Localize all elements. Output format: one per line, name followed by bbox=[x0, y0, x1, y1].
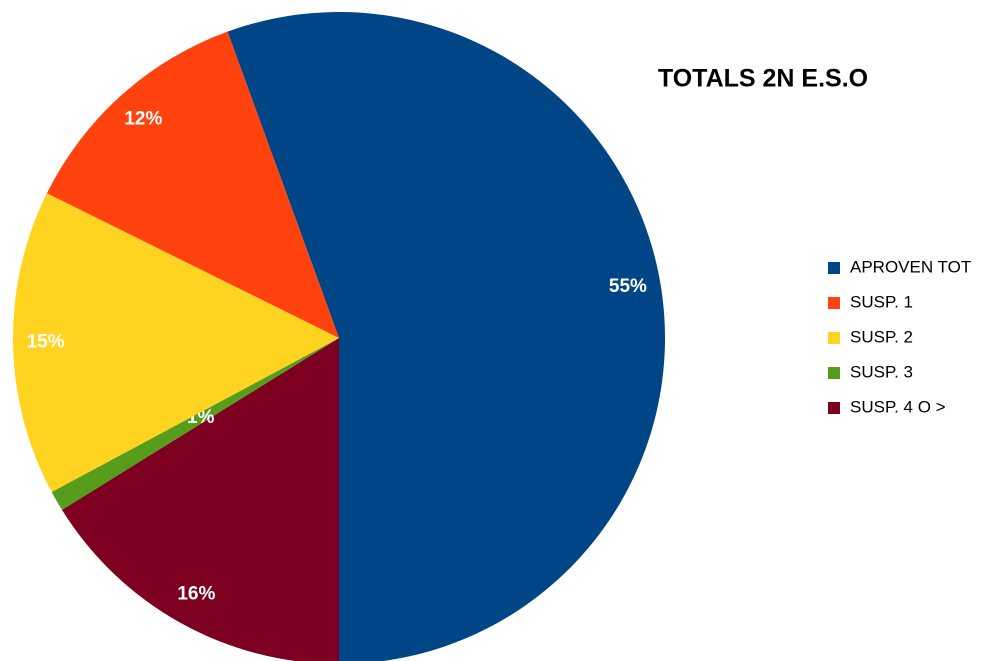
legend-swatch bbox=[828, 402, 840, 414]
pie-slice bbox=[227, 12, 665, 661]
chart-title: TOTALS 2N E.S.O bbox=[658, 65, 868, 93]
legend-swatch bbox=[828, 367, 840, 379]
legend-label: APROVEN TOT bbox=[850, 257, 971, 276]
legend-label: SUSP. 1 bbox=[850, 292, 913, 311]
data-label: 16% bbox=[177, 583, 215, 604]
data-label: 55% bbox=[609, 276, 647, 297]
legend-label: SUSP. 2 bbox=[850, 327, 913, 346]
pie-slice bbox=[12, 193, 340, 492]
legend-swatch bbox=[828, 332, 840, 344]
pie-slice bbox=[46, 31, 339, 338]
legend-label: SUSP. 4 O > bbox=[850, 397, 946, 416]
pie-slice bbox=[51, 338, 339, 510]
pie-slice bbox=[61, 338, 339, 661]
data-label: 15% bbox=[27, 332, 65, 353]
legend-label: SUSP. 3 bbox=[850, 362, 913, 381]
data-label: 12% bbox=[124, 108, 162, 129]
legend-swatch bbox=[828, 297, 840, 309]
legend-swatch bbox=[828, 262, 840, 274]
